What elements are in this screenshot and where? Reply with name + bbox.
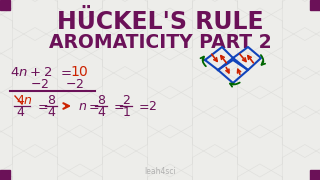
Text: HÜCKEL'S RULE: HÜCKEL'S RULE: [57, 10, 263, 34]
Text: leah4sci: leah4sci: [144, 166, 176, 176]
Text: $2$: $2$: [148, 100, 156, 112]
Text: $4$: $4$: [97, 105, 106, 118]
Text: $8$: $8$: [97, 93, 106, 107]
Text: $1$: $1$: [122, 105, 131, 118]
Text: $4$: $4$: [47, 105, 56, 118]
Text: $2$: $2$: [122, 93, 131, 107]
Text: $=$: $=$: [35, 100, 49, 112]
Text: $10$: $10$: [70, 65, 89, 79]
Text: $4n + 2$: $4n + 2$: [10, 66, 52, 78]
Text: $n$: $n$: [78, 100, 87, 112]
Text: $=$: $=$: [111, 100, 125, 112]
Text: $=$: $=$: [136, 100, 150, 112]
Text: $=$: $=$: [58, 66, 72, 78]
Bar: [310, 0, 320, 10]
Text: $4$: $4$: [16, 105, 25, 118]
Bar: [0, 170, 10, 180]
Bar: [0, 0, 10, 10]
Text: $4n$: $4n$: [16, 93, 33, 107]
Text: AROMATICITY PART 2: AROMATICITY PART 2: [49, 33, 271, 53]
Text: $=$: $=$: [86, 100, 100, 112]
Text: $-2$: $-2$: [30, 78, 49, 91]
Bar: [310, 170, 320, 180]
Text: $8$: $8$: [47, 93, 56, 107]
Text: $-2$: $-2$: [65, 78, 84, 91]
